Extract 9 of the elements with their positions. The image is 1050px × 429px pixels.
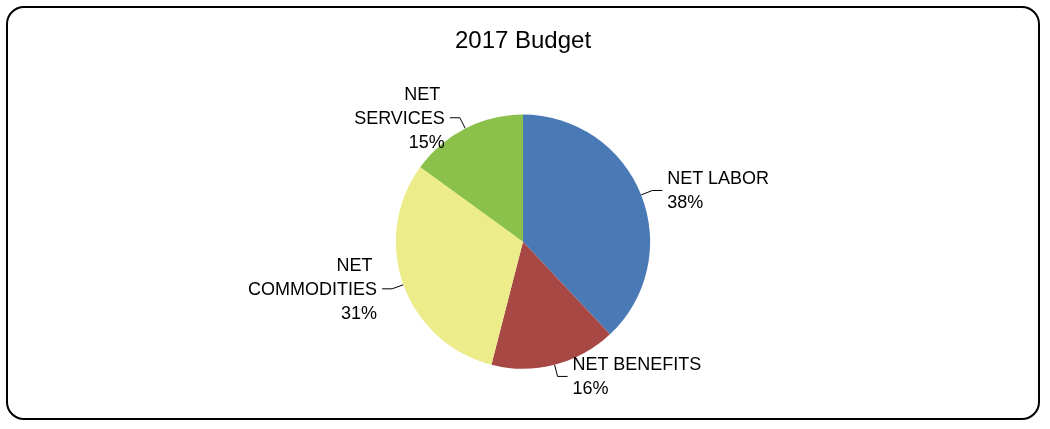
data-label: 15% (408, 131, 445, 152)
data-label: 16% (572, 378, 609, 399)
data-label: 31% (341, 302, 378, 323)
slice-label: NET SERVICES (354, 83, 445, 128)
chart-title: 2017 Budget (454, 25, 592, 53)
slice-label: NET COMMODITIES (248, 254, 378, 299)
slice-label: NET LABOR (667, 168, 770, 189)
data-label: 38% (667, 192, 704, 213)
slice-label: NET BENEFITS (572, 354, 702, 375)
